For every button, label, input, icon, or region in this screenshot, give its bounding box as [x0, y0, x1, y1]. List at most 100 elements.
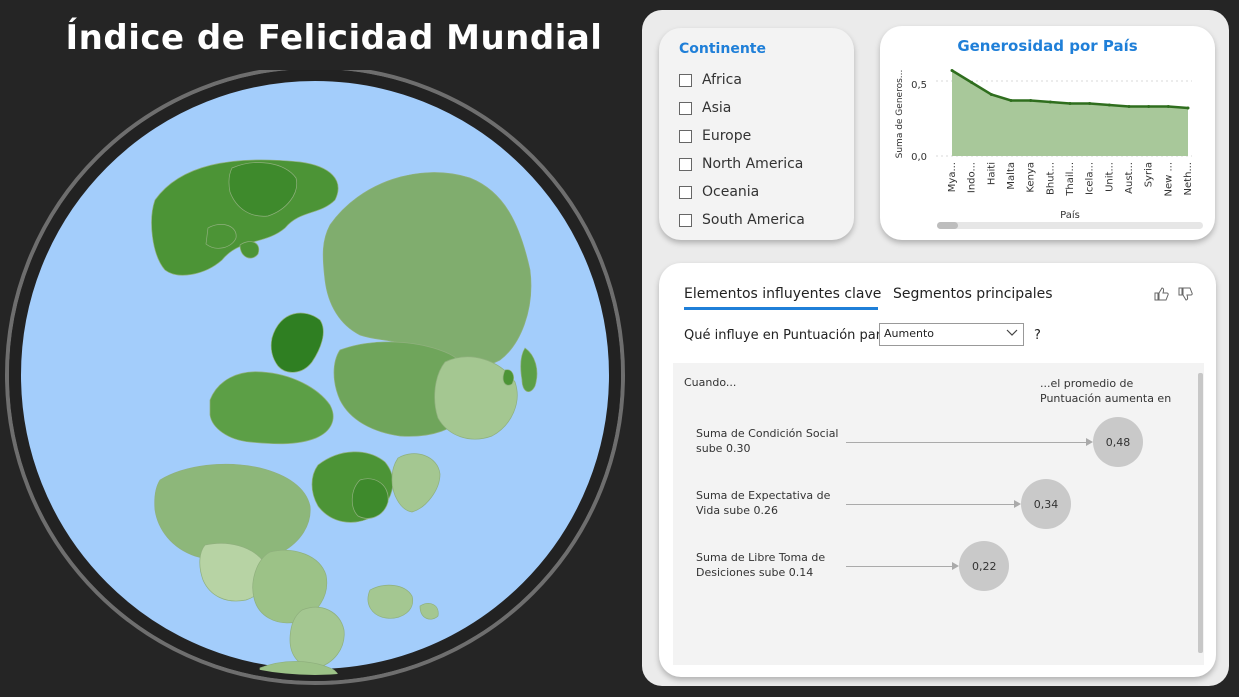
y-tick-label: 0,0: [911, 152, 927, 163]
slicer-item-south-america[interactable]: South America: [679, 206, 805, 234]
x-tick-label: Thail...: [1065, 162, 1076, 197]
data-point[interactable]: [1107, 103, 1111, 107]
arrow-right-icon: [952, 562, 960, 570]
thumbs-down-icon[interactable]: [1177, 286, 1193, 302]
slicer-item-europe[interactable]: Europe: [679, 122, 805, 150]
influencer-label: Suma de Condición Social sube 0.30: [696, 427, 839, 455]
data-point[interactable]: [1186, 106, 1190, 110]
arrow-right-icon: [1013, 500, 1021, 508]
data-point[interactable]: [1068, 102, 1072, 105]
data-point[interactable]: [950, 69, 954, 72]
landmass-india: [391, 453, 441, 513]
x-tick-label: Malta: [1006, 162, 1017, 190]
landmass-arabia: [351, 478, 389, 519]
influencer-label: Suma de Libre Toma de Desiciones sube 0.…: [696, 551, 826, 579]
landmass-indonesia: [367, 584, 439, 620]
thumbs-up-icon[interactable]: [1153, 286, 1169, 302]
landmass-china: [434, 356, 518, 440]
data-point[interactable]: [1147, 105, 1151, 108]
data-point[interactable]: [1166, 105, 1170, 108]
x-tick-label: New ...: [1163, 162, 1174, 197]
landmass-west-africa: [199, 542, 268, 602]
series-area[interactable]: [952, 70, 1188, 157]
data-point[interactable]: [1048, 100, 1052, 104]
tab-top-segments[interactable]: Segmentos principales: [893, 286, 1053, 302]
checkbox[interactable]: [679, 185, 692, 199]
slicer-item-label: Europe: [702, 128, 752, 144]
y-tick-label: 0,5: [911, 80, 927, 91]
outcome-dropdown[interactable]: Aumento: [879, 323, 1024, 346]
influencer-row[interactable]: Suma de Condición Social sube 0.30 0,48: [673, 417, 1183, 469]
influencer-value-bubble: 0,22: [959, 541, 1010, 591]
slicer-item-north-america[interactable]: North America: [679, 150, 805, 178]
slicer-item-africa[interactable]: Africa: [679, 66, 805, 94]
chart-scrollbar[interactable]: [937, 222, 1203, 229]
data-point[interactable]: [1009, 99, 1013, 102]
landmass-scandinavia: [270, 312, 324, 373]
slicer-item-label: Asia: [702, 100, 732, 116]
chart-title: Generosidad por País: [957, 37, 1138, 55]
slicer-item-label: Oceania: [702, 184, 760, 200]
chart-scrollbar-thumb[interactable]: [937, 222, 958, 229]
x-tick-label: Haiti: [986, 162, 997, 185]
influencer-row[interactable]: Suma de Libre Toma de Desiciones sube 0.…: [673, 541, 1183, 593]
x-tick-label: Indo...: [967, 162, 978, 193]
data-point[interactable]: [1127, 105, 1131, 108]
landmass-greenland: [228, 162, 298, 217]
data-point[interactable]: [1088, 102, 1092, 105]
vertical-scrollbar[interactable]: [1198, 373, 1203, 653]
generosity-chart-card: Generosidad por País Suma de Generos... …: [880, 26, 1215, 240]
influencer-line: [846, 504, 1014, 505]
landmass-russia: [322, 172, 532, 369]
slicer-item-oceania[interactable]: Oceania: [679, 178, 805, 206]
influencers-list: Cuando... ...el promedio de Puntuación a…: [673, 363, 1204, 665]
world-map[interactable]: [0, 70, 640, 697]
slicer-item-asia[interactable]: Asia: [679, 94, 805, 122]
generosity-chart[interactable]: Suma de Generos... País 0,0 0,5 Mya... In…: [880, 26, 1215, 240]
influencer-row[interactable]: Suma de Expectativa de Vida sube 0.26 0,…: [673, 479, 1183, 531]
x-tick-label: Unit...: [1104, 162, 1115, 192]
y-axis-label: Suma de Generos...: [895, 70, 905, 159]
x-tick-label: Kenya: [1026, 162, 1037, 193]
x-tick-label: Bhut...: [1045, 162, 1056, 195]
influencer-value-bubble: 0,34: [1020, 479, 1071, 529]
checkbox[interactable]: [679, 213, 692, 227]
influencer-value-bubble: 0,48: [1093, 417, 1143, 467]
influencer-label: Suma de Expectativa de Vida sube 0.26: [696, 489, 831, 517]
slicer-list: Africa Asia Europe North America Oceania…: [679, 66, 805, 234]
continent-slicer: Continente Africa Asia Europe North Amer…: [659, 28, 854, 240]
x-axis-label: País: [1060, 209, 1080, 221]
x-tick-label: Icela...: [1085, 162, 1096, 195]
landmass-europe: [209, 371, 334, 445]
landmass-korea: [502, 369, 514, 386]
landmass-australia: [259, 661, 340, 675]
slicer-item-label: North America: [702, 156, 804, 172]
landmass-japan: [520, 347, 538, 393]
checkbox[interactable]: [679, 129, 692, 143]
tab-active-indicator: [684, 307, 878, 310]
data-point[interactable]: [1029, 99, 1033, 102]
average-header: ...el promedio de Puntuación aumenta en: [1040, 377, 1172, 405]
influencer-line: [846, 442, 1086, 443]
x-tick-label: Aust...: [1124, 162, 1135, 194]
arrow-right-icon: [1086, 438, 1093, 446]
key-influencers-visual: Elementos influyentes clave Segmentos pr…: [659, 263, 1216, 677]
when-header: Cuando...: [684, 376, 737, 389]
help-question-mark[interactable]: ?: [1034, 328, 1041, 343]
page-title: Índice de Felicidad Mundial: [65, 18, 603, 58]
influence-question: Qué influye en Puntuación para: [684, 328, 890, 343]
tab-key-influencers[interactable]: Elementos influyentes clave: [684, 286, 882, 302]
checkbox[interactable]: [679, 73, 692, 87]
data-point[interactable]: [970, 81, 974, 84]
slicer-title: Continente: [679, 41, 766, 57]
x-tick-label: Mya...: [947, 162, 958, 192]
dropdown-value: Aumento: [884, 327, 934, 340]
checkbox[interactable]: [679, 101, 692, 115]
chevron-down-icon: [1006, 326, 1018, 341]
slicer-item-label: South America: [702, 212, 805, 228]
x-tick-label: Neth...: [1183, 162, 1194, 195]
checkbox[interactable]: [679, 157, 692, 171]
data-point[interactable]: [989, 93, 993, 96]
slicer-item-label: Africa: [702, 72, 742, 88]
landmass-canadian-islands: [205, 224, 260, 259]
